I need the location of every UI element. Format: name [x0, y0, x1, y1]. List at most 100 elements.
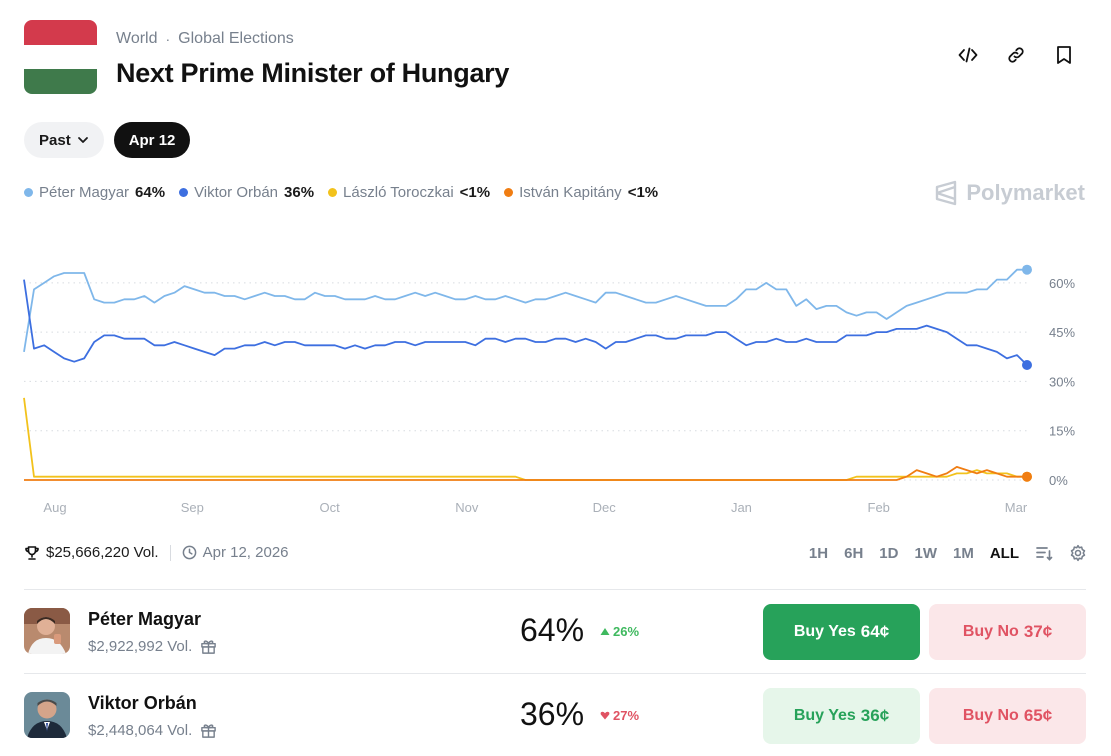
past-dropdown[interactable]: Past — [24, 122, 104, 158]
buy-no-label: Buy No — [962, 623, 1019, 640]
market-stats: $25,666,220 Vol. Apr 12, 2026 — [24, 544, 289, 561]
buy-no-price: 37¢ — [1023, 622, 1053, 641]
chevron-down-icon — [77, 137, 88, 143]
outcome-probability: 36% — [520, 696, 585, 732]
range-1w[interactable]: 1W — [914, 544, 937, 562]
outcome-change-value: 26% — [613, 624, 640, 639]
range-1d[interactable]: 1D — [879, 544, 899, 562]
breadcrumb-global-elections[interactable]: Global Elections — [178, 30, 294, 47]
outcome-name: Viktor Orbán — [88, 693, 197, 713]
breadcrumb-world[interactable]: World — [116, 30, 158, 47]
outcome-change-value: 27% — [613, 708, 640, 723]
embed-code-icon[interactable] — [957, 44, 979, 66]
y-tick-label: 15% — [1049, 424, 1075, 439]
range-all[interactable]: ALL — [989, 544, 1019, 562]
legend-swatch — [328, 188, 338, 197]
range-1m[interactable]: 1M — [952, 544, 974, 562]
series-line — [24, 465, 1027, 481]
series-line — [23, 397, 1027, 481]
avatar-viktor-orban — [24, 692, 70, 738]
legend-swatch — [504, 188, 514, 197]
x-tick-label: Mar — [1005, 500, 1028, 515]
x-tick-label: Aug — [43, 500, 66, 515]
avatar-peter-magyar — [24, 608, 70, 654]
buy-yes-button[interactable]: Buy Yes 64¢ — [763, 604, 920, 660]
x-tick-label: Jan — [731, 500, 752, 515]
buy-yes-button[interactable]: Buy Yes 36¢ — [763, 688, 920, 744]
heart-down-icon — [600, 711, 610, 720]
y-tick-label: 45% — [1049, 325, 1075, 340]
legend-label: István Kapitány — [519, 184, 622, 201]
buy-no-label: Buy No — [962, 707, 1019, 724]
y-tick-label: 0% — [1049, 473, 1068, 488]
buy-no-price: 65¢ — [1023, 706, 1053, 725]
buy-no-button[interactable]: Buy No 65¢ — [929, 688, 1086, 744]
x-tick-label: Feb — [868, 500, 890, 515]
polymarket-icon — [936, 180, 957, 206]
series-line — [23, 268, 1027, 353]
legend-pct: 64% — [135, 184, 166, 201]
divider — [169, 544, 171, 561]
y-tick-label: 60% — [1049, 276, 1075, 291]
range-6h[interactable]: 6H — [844, 544, 864, 562]
breadcrumb-separator: · — [165, 31, 171, 47]
settings-gear-icon[interactable] — [1069, 544, 1087, 562]
legend-label: László Toroczkai — [343, 184, 454, 201]
trophy-icon — [25, 545, 39, 560]
polymarket-wordmark: Polymarket — [966, 180, 1085, 205]
chart-legend: Péter Magyar 64% Viktor Orbán 36% László… — [24, 184, 658, 201]
legend-item: Péter Magyar 64% — [24, 184, 165, 201]
breadcrumb: World · Global Elections — [116, 30, 294, 48]
legend-swatch — [24, 188, 33, 197]
sort-list-icon[interactable] — [1035, 544, 1053, 562]
date-pill-apr-12[interactable]: Apr 12 — [113, 122, 191, 158]
legend-item: László Toroczkai <1% — [328, 184, 490, 201]
legend-item: Viktor Orbán 36% — [179, 184, 314, 201]
buy-yes-price: 36¢ — [860, 706, 890, 725]
buy-no-button[interactable]: Buy No 37¢ — [929, 604, 1086, 660]
outcome-volume: $2,448,064 Vol. — [88, 722, 217, 739]
buy-yes-price: 64¢ — [860, 622, 890, 641]
outcome-row-viktor-orban[interactable]: Viktor Orbán $2,448,064 Vol. 36% 27% Buy… — [24, 673, 1086, 756]
outcome-volume: $2,922,992 Vol. — [88, 638, 217, 655]
legend-pct: <1% — [459, 184, 491, 201]
time-range-selector: 1H 6H 1D 1W 1M ALL — [809, 544, 1087, 562]
gift-icon[interactable] — [200, 722, 217, 739]
link-icon[interactable] — [1005, 44, 1027, 66]
series-line — [23, 279, 1028, 366]
series-end-dot — [1022, 264, 1032, 275]
total-volume: $25,666,220 Vol. — [24, 544, 159, 561]
outcome-probability: 64% — [520, 612, 585, 648]
x-tick-label: Dec — [593, 500, 617, 515]
legend-pct: <1% — [627, 184, 659, 201]
outcome-volume-text: $2,922,992 Vol. — [88, 638, 193, 655]
x-tick-label: Nov — [455, 500, 479, 515]
outcome-row-peter-magyar[interactable]: Péter Magyar $2,922,992 Vol. 64% 26% Buy… — [24, 589, 1086, 673]
date-filters: Past Apr 12 — [24, 122, 191, 158]
legend-swatch — [179, 188, 189, 197]
past-dropdown-label: Past — [39, 131, 71, 149]
legend-item: István Kapitány <1% — [504, 184, 658, 201]
hungary-flag — [24, 20, 97, 94]
series-end-dot — [1022, 360, 1032, 370]
polymarket-logo: Polymarket — [934, 180, 1085, 206]
range-1h[interactable]: 1H — [808, 544, 829, 562]
price-history-chart[interactable]: 60% 45% 30% 15% 0% Aug Sep Oct Nov Dec Jan Feb Mar — [0, 220, 1111, 520]
legend-label: Viktor Orbán — [194, 184, 279, 201]
outcome-volume-text: $2,448,064 Vol. — [88, 722, 193, 739]
total-volume-text: $25,666,220 Vol. — [46, 544, 159, 561]
x-tick-label: Sep — [181, 500, 204, 515]
bookmark-icon[interactable] — [1053, 44, 1075, 66]
y-tick-label: 30% — [1049, 374, 1075, 389]
buy-yes-label: Buy Yes — [793, 623, 856, 640]
end-date-text: Apr 12, 2026 — [202, 544, 289, 561]
series-end-dot — [1022, 471, 1032, 482]
outcome-name: Péter Magyar — [88, 609, 202, 629]
clock-icon — [182, 545, 196, 560]
gift-icon[interactable] — [200, 638, 217, 655]
end-date: Apr 12, 2026 — [182, 544, 289, 561]
buy-yes-label: Buy Yes — [793, 707, 856, 724]
legend-label: Péter Magyar — [39, 184, 130, 201]
top-actions — [957, 44, 1075, 66]
outcome-change: 27% — [600, 708, 639, 723]
